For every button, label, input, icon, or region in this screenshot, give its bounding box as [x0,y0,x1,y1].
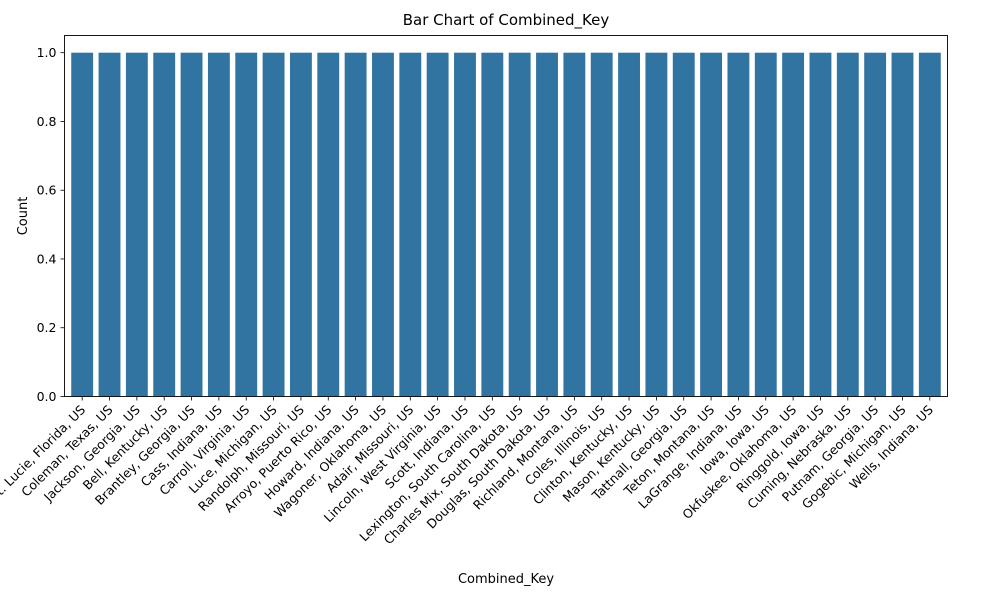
bars-group [71,52,941,397]
bar [618,52,640,397]
y-tick-label: 1.0 [37,45,57,60]
x-axis-label: Combined_Key [458,572,554,587]
bar [891,52,914,397]
y-tick-label: 0.8 [37,114,57,129]
y-tick-label: 0.0 [37,389,57,404]
bar [672,52,695,397]
bar [153,52,176,397]
bar [98,52,121,397]
bar [262,52,285,397]
bar [372,52,394,397]
chart-title: Bar Chart of Combined_Key [403,11,610,30]
bar [508,52,531,397]
plot-frame [64,35,948,397]
bar [645,52,668,397]
bar [317,52,340,397]
bar [809,52,832,397]
bar [289,52,312,397]
bar [426,52,449,397]
bar [782,52,805,397]
bar [754,52,777,397]
bar [344,52,367,397]
bar [235,52,258,397]
bar [536,52,558,397]
bar [836,52,859,397]
y-axis-label: Count [16,197,31,236]
bar [563,52,586,397]
bar [454,52,476,397]
bar [864,52,887,397]
bar [125,52,148,397]
y-tick-label: 0.2 [37,320,57,335]
bar [700,52,723,397]
y-tick-label: 0.4 [37,251,57,266]
bar [180,52,203,397]
bar [207,52,230,397]
bar [590,52,613,397]
bar [918,52,941,397]
bar [481,52,504,397]
y-tick-label: 0.6 [37,183,57,198]
bar [727,52,750,397]
y-axis-ticks: 0.0 0.2 0.4 0.6 0.8 1.0 [37,45,65,404]
bar [71,52,94,397]
bar [399,52,422,397]
